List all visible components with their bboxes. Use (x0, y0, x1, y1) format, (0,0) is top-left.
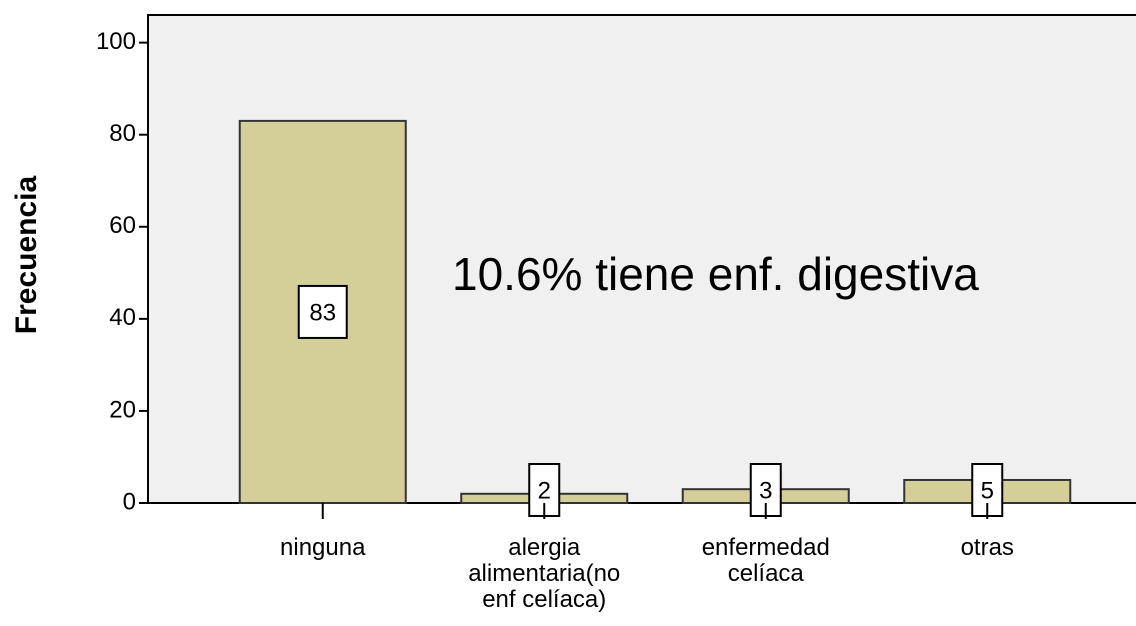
x-tick-label: ninguna (280, 534, 366, 561)
y-tick-label: 80 (109, 120, 136, 147)
value-label-box (297, 284, 348, 339)
x-tick-label: otras (960, 534, 1014, 561)
y-tick-label: 40 (109, 304, 136, 331)
value-label: 3 (759, 477, 772, 504)
x-tick-label: alergia alimentaria(no enf celíaca) (468, 534, 621, 613)
y-tick-label: 0 (123, 488, 136, 515)
y-tick-label: 100 (96, 28, 136, 55)
annotation: 10.6% tiene enf. digestiva (452, 248, 979, 300)
x-tick-label: enfermedad celíaca (701, 534, 830, 587)
value-label: 5 (981, 477, 994, 504)
y-tick-label: 20 (109, 396, 136, 423)
y-tick-label: 60 (109, 212, 136, 239)
y-axis-title: Frecuencia (10, 175, 43, 334)
value-label: 83 (309, 299, 336, 326)
value-label: 2 (538, 477, 551, 504)
